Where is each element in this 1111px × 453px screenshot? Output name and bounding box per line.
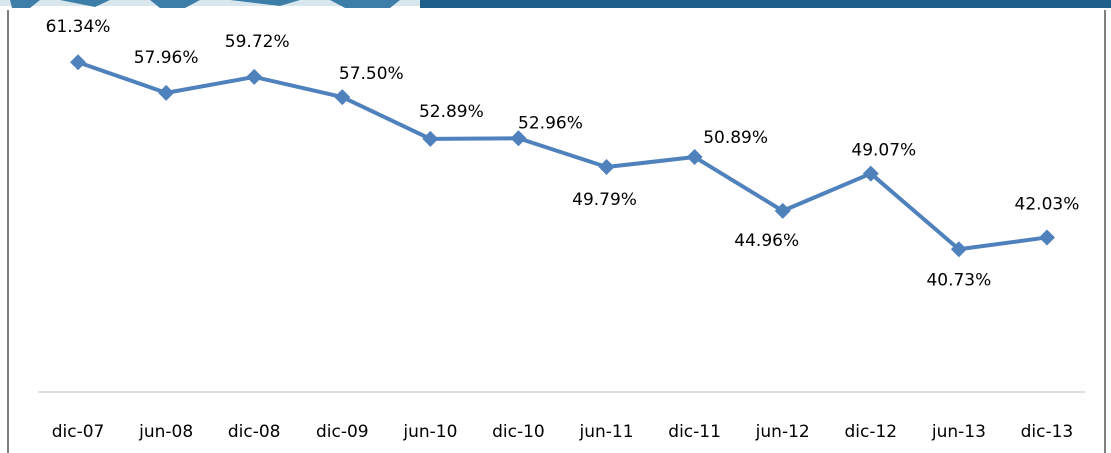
data-label: 42.03% xyxy=(1015,194,1080,214)
data-label: 40.73% xyxy=(926,270,991,290)
data-label: 50.89% xyxy=(703,128,768,148)
x-tick-label: dic-07 xyxy=(52,422,105,442)
banner xyxy=(0,0,1111,8)
data-label: 61.34% xyxy=(46,17,111,37)
series-line xyxy=(77,60,1048,252)
data-point xyxy=(246,68,263,85)
x-tick-label: dic-13 xyxy=(1021,422,1074,442)
x-tick-label: dic-09 xyxy=(316,422,369,442)
data-label: 49.79% xyxy=(572,190,637,210)
banner-strip xyxy=(420,0,1111,8)
data-point xyxy=(774,202,791,219)
banner-shapes xyxy=(10,0,400,8)
data-point xyxy=(950,241,967,258)
data-label: 44.96% xyxy=(734,231,799,251)
x-tick-label: dic-08 xyxy=(228,422,281,442)
data-label: 59.72% xyxy=(225,32,290,52)
data-point xyxy=(598,159,615,176)
data-point xyxy=(158,84,175,101)
x-tick-label: jun-08 xyxy=(138,422,193,442)
x-tick-label: jun-13 xyxy=(931,422,986,442)
x-tick-label: dic-10 xyxy=(492,422,545,442)
x-tick-label: jun-11 xyxy=(579,422,634,442)
data-label: 57.50% xyxy=(339,64,404,84)
data-label: 52.89% xyxy=(419,102,484,122)
data-label: 49.07% xyxy=(851,141,916,161)
data-label: 57.96% xyxy=(134,48,199,68)
banner-strip-light xyxy=(0,0,420,6)
data-point xyxy=(422,130,439,147)
data-point xyxy=(1038,229,1055,246)
x-tick-label: dic-12 xyxy=(844,422,897,442)
data-point xyxy=(70,54,87,71)
x-tick-label: jun-10 xyxy=(402,422,457,442)
x-tick-label: jun-12 xyxy=(755,422,810,442)
data-point xyxy=(862,165,879,182)
data-label: 52.96% xyxy=(518,113,583,133)
data-point xyxy=(510,130,527,147)
data-point xyxy=(334,89,351,106)
data-point xyxy=(686,149,703,166)
x-tick-label: dic-11 xyxy=(668,422,721,442)
